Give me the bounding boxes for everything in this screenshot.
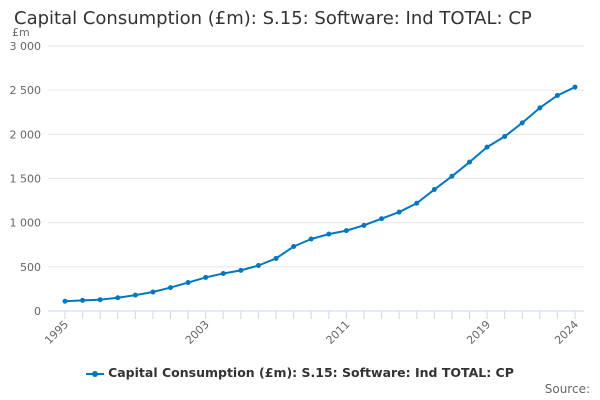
data-point bbox=[396, 209, 402, 215]
y-tick-label: 1 500 bbox=[10, 173, 42, 186]
x-tick-label: 2003 bbox=[183, 318, 212, 347]
data-point bbox=[97, 297, 103, 303]
data-point bbox=[220, 270, 226, 276]
data-point bbox=[168, 285, 174, 291]
data-point bbox=[185, 280, 191, 286]
series-line bbox=[64, 86, 576, 303]
y-tick-label: 1 000 bbox=[10, 217, 42, 230]
chart-title: Capital Consumption (£m): S.15: Software… bbox=[14, 8, 532, 29]
data-point bbox=[414, 200, 420, 206]
data-point bbox=[431, 187, 437, 193]
data-point bbox=[449, 173, 455, 179]
data-point bbox=[255, 263, 261, 269]
y-tick-label: 3 000 bbox=[10, 40, 42, 53]
data-point bbox=[203, 274, 209, 280]
y-tick-label: 2 500 bbox=[10, 84, 42, 97]
x-tick-label: 2024 bbox=[552, 318, 581, 347]
data-point bbox=[308, 236, 314, 242]
data-point bbox=[361, 222, 367, 228]
y-tick-label: 500 bbox=[20, 261, 41, 274]
data-point bbox=[343, 228, 349, 234]
y-tick-label: 0 bbox=[34, 305, 41, 318]
data-point bbox=[273, 255, 279, 261]
data-point bbox=[379, 216, 385, 222]
data-point bbox=[537, 105, 543, 111]
data-point bbox=[466, 159, 472, 165]
data-point bbox=[150, 289, 156, 295]
data-point bbox=[115, 295, 121, 301]
y-tick-label: 2 000 bbox=[10, 128, 42, 141]
data-point bbox=[132, 292, 138, 298]
source-label: Source: bbox=[544, 382, 590, 396]
x-tick-label: 2011 bbox=[324, 318, 353, 347]
x-tick-label: 2019 bbox=[464, 318, 493, 347]
data-point bbox=[326, 231, 332, 237]
data-point bbox=[80, 297, 86, 303]
legend-label: Capital Consumption (£m): S.15: Software… bbox=[108, 365, 514, 380]
legend-swatch bbox=[86, 369, 105, 379]
x-tick-label: 1995 bbox=[42, 318, 71, 347]
legend-item[interactable]: Capital Consumption (£m): S.15: Software… bbox=[0, 365, 600, 380]
data-point bbox=[554, 92, 560, 98]
data-point bbox=[502, 134, 508, 140]
data-point bbox=[484, 144, 490, 150]
data-point bbox=[62, 298, 68, 304]
y-axis-unit: £m bbox=[12, 26, 30, 39]
data-point bbox=[291, 244, 297, 250]
data-point bbox=[572, 84, 578, 90]
data-point bbox=[238, 267, 244, 273]
data-point bbox=[519, 120, 525, 126]
